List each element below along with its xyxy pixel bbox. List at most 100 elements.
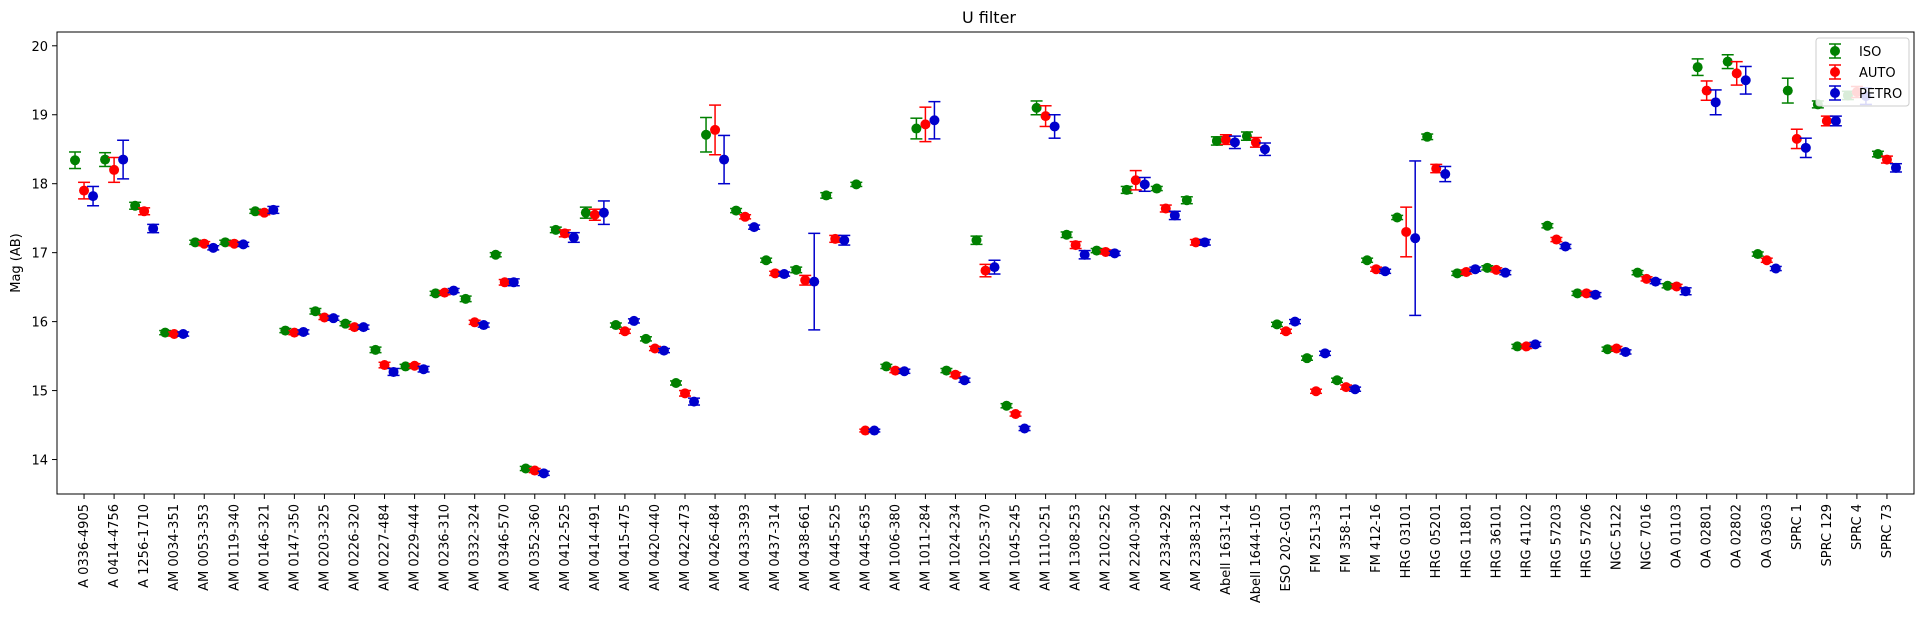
y-tick-label: 15 bbox=[31, 385, 48, 400]
data-point-auto bbox=[408, 360, 421, 371]
data-point-iso bbox=[1781, 77, 1794, 104]
data-marker bbox=[1872, 149, 1883, 160]
x-tick-label: FM 251-33 bbox=[1309, 504, 1324, 573]
x-tick-label: A 0414-4756 bbox=[107, 504, 122, 588]
data-marker bbox=[439, 287, 450, 298]
data-marker bbox=[1752, 249, 1763, 260]
data-marker bbox=[1031, 102, 1042, 113]
data-point-auto bbox=[1159, 203, 1172, 214]
data-marker bbox=[779, 269, 790, 280]
data-point-iso bbox=[820, 190, 833, 201]
data-point-petro bbox=[958, 375, 971, 386]
data-marker bbox=[559, 228, 570, 239]
data-point-iso bbox=[1000, 400, 1013, 411]
data-point-auto bbox=[1400, 206, 1413, 258]
x-tick-label: NGC 5122 bbox=[1610, 504, 1625, 570]
data-marker bbox=[1199, 237, 1210, 248]
data-marker bbox=[79, 185, 90, 196]
data-marker bbox=[1091, 245, 1102, 256]
data-point-petro bbox=[1709, 89, 1722, 116]
x-tick-label: OA 02801 bbox=[1700, 504, 1715, 568]
data-point-auto bbox=[1129, 169, 1142, 191]
legend-item-petro: PETRO bbox=[1829, 85, 1902, 102]
data-marker bbox=[1061, 229, 1072, 240]
data-point-iso bbox=[609, 320, 622, 331]
data-point-auto bbox=[648, 343, 661, 354]
data-point-iso bbox=[549, 224, 562, 235]
data-marker bbox=[349, 322, 360, 333]
data-marker bbox=[1350, 384, 1361, 395]
data-point-iso bbox=[309, 306, 322, 317]
data-point-auto bbox=[1099, 246, 1112, 257]
data-point-petro bbox=[87, 185, 100, 207]
x-tick-label: AM 1025-370 bbox=[979, 504, 994, 591]
data-point-auto bbox=[438, 287, 451, 298]
data-point-iso bbox=[1030, 100, 1043, 116]
x-tick-label: AM 0332-324 bbox=[468, 504, 483, 591]
data-point-auto bbox=[1430, 163, 1443, 174]
data-marker bbox=[1800, 142, 1811, 153]
data-point-petro bbox=[1589, 289, 1602, 300]
data-point-iso bbox=[159, 327, 172, 338]
data-marker bbox=[1710, 97, 1721, 108]
data-marker bbox=[1250, 137, 1261, 148]
x-tick-label: AM 1011-284 bbox=[918, 504, 933, 591]
data-point-petro bbox=[838, 234, 851, 246]
x-tick-label: HRG 05201 bbox=[1429, 504, 1444, 578]
data-point-petro bbox=[447, 285, 460, 296]
data-point-petro bbox=[177, 329, 190, 340]
data-point-petro bbox=[207, 242, 220, 253]
data-point-auto bbox=[1069, 240, 1082, 251]
x-tick-label: AM 0346-570 bbox=[498, 504, 513, 591]
data-marker bbox=[1332, 375, 1343, 386]
data-point-petro bbox=[1258, 142, 1271, 157]
data-marker bbox=[1311, 386, 1322, 397]
x-tick-label: SPRC 73 bbox=[1880, 504, 1895, 558]
x-tick-label: OA 03603 bbox=[1760, 504, 1775, 568]
data-marker bbox=[1341, 382, 1352, 393]
x-tick-label: HRG 57203 bbox=[1549, 504, 1564, 578]
data-marker bbox=[379, 360, 390, 371]
data-point-petro bbox=[1889, 162, 1902, 173]
x-tick-label: AM 1308-253 bbox=[1069, 504, 1084, 591]
data-point-auto bbox=[1520, 341, 1533, 352]
data-marker bbox=[1280, 326, 1291, 337]
y-axis-label: Mag (AB) bbox=[9, 233, 24, 293]
y-tick-label: 16 bbox=[31, 316, 48, 331]
data-point-petro bbox=[1379, 266, 1392, 277]
data-marker bbox=[358, 322, 369, 333]
data-point-iso bbox=[639, 333, 652, 344]
legend-item-iso: ISO bbox=[1829, 43, 1881, 60]
data-marker bbox=[1551, 234, 1562, 245]
data-marker bbox=[409, 360, 420, 371]
data-marker bbox=[1521, 341, 1532, 352]
data-point-petro bbox=[1769, 263, 1782, 274]
x-tick-label: AM 0146-321 bbox=[257, 504, 272, 591]
data-marker bbox=[1181, 195, 1192, 206]
data-marker bbox=[328, 313, 339, 324]
data-marker bbox=[1290, 316, 1300, 327]
x-tick-label: AM 0236-310 bbox=[438, 504, 453, 591]
data-marker bbox=[890, 365, 901, 376]
data-marker bbox=[881, 361, 892, 372]
data-marker bbox=[1470, 264, 1481, 275]
data-point-petro bbox=[657, 345, 670, 356]
data-marker bbox=[860, 425, 871, 436]
x-tick-label: AM 0445-525 bbox=[828, 504, 843, 591]
data-point-iso bbox=[700, 116, 713, 153]
data-marker bbox=[770, 268, 781, 279]
data-marker bbox=[1070, 240, 1081, 251]
legend-marker bbox=[1830, 67, 1840, 77]
x-tick-label: AM 0445-635 bbox=[858, 504, 873, 591]
data-point-iso bbox=[1150, 183, 1163, 194]
data-marker bbox=[1109, 248, 1120, 259]
data-point-petro bbox=[1078, 249, 1091, 260]
data-point-auto bbox=[679, 388, 692, 399]
data-point-auto bbox=[1550, 234, 1563, 245]
chart-title: U filter bbox=[962, 8, 1016, 27]
data-marker bbox=[1761, 255, 1772, 266]
data-point-petro bbox=[1168, 210, 1181, 221]
data-point-auto bbox=[1009, 409, 1022, 420]
